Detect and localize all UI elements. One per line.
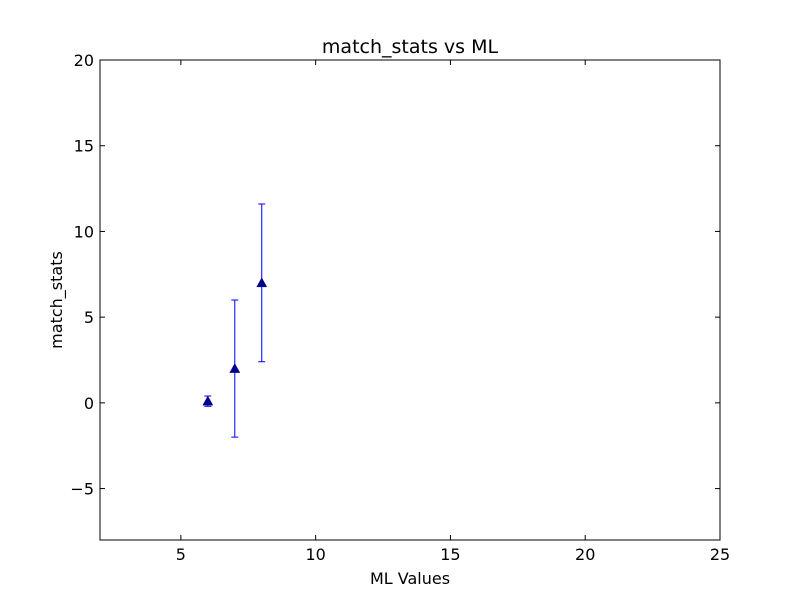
data-point: [229, 363, 241, 373]
x-tick-label: 15: [440, 545, 460, 564]
y-tick-label: 5: [84, 308, 94, 327]
x-tick-label: 20: [575, 545, 595, 564]
y-axis-label: match_stats: [47, 251, 67, 349]
data-point: [202, 395, 214, 406]
plot-area: [99, 59, 721, 541]
x-tick-label: 10: [305, 545, 325, 564]
data-point: [256, 277, 268, 288]
axis-ticks: 5 10 15 20 25 −5 0 5 10 15 20: [70, 51, 730, 564]
y-tick-label: 20: [74, 51, 94, 70]
x-tick-label: 25: [710, 545, 730, 564]
y-tick-label: 10: [74, 222, 94, 241]
data-marks: [202, 203, 268, 438]
x-axis-label: ML Values: [370, 569, 450, 588]
y-tick-label: −5: [70, 480, 94, 499]
x-tick-label: 5: [176, 545, 186, 564]
y-tick-label: 0: [84, 394, 94, 413]
chart-title: match_stats vs ML: [322, 36, 499, 58]
y-tick-label: 15: [74, 137, 94, 156]
